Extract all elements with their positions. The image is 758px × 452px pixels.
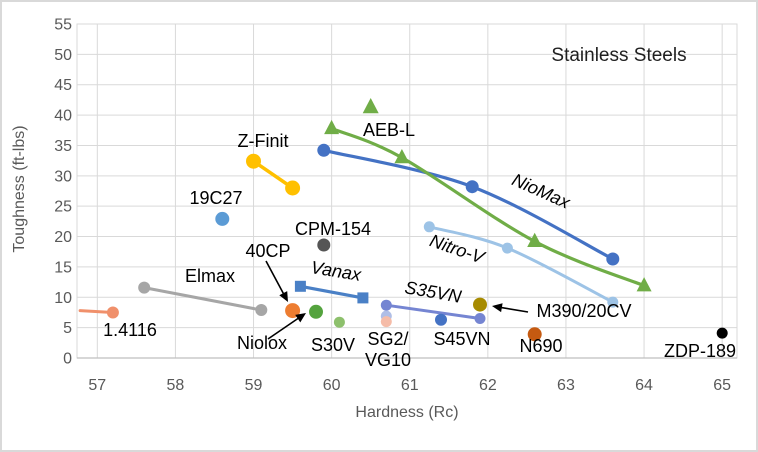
y-tick-label-10: 10	[54, 290, 72, 307]
y-tick-label-30: 30	[54, 168, 72, 185]
series-point-aeb-l-0	[324, 119, 340, 135]
y-tick-label-35: 35	[54, 138, 72, 155]
y-tick-label-5: 5	[63, 320, 72, 337]
x-tick-label-61: 61	[401, 377, 419, 394]
annotation-sg2-vg10-0: SG2/	[367, 329, 408, 349]
chart-title: Stainless Steels	[551, 45, 687, 66]
series-point-aeb-l-2	[527, 232, 543, 248]
series-point-niomax-0	[317, 143, 331, 157]
arrow-niolox-shaft	[267, 316, 300, 340]
y-tick-label-0: 0	[63, 351, 72, 368]
series-point-niomax-1	[465, 180, 479, 194]
annotation-elmax: Elmax	[185, 266, 235, 286]
annotation-aeb-l: AEB-L	[363, 120, 415, 140]
series-line-s35vn	[384, 303, 482, 320]
arrow-m390-shaft	[499, 306, 529, 313]
y-tick-label-45: 45	[54, 77, 72, 94]
annotation-vanax: Vanax	[310, 257, 364, 285]
y-axis-title: Toughness (ft-lbs)	[11, 125, 28, 253]
data-point-m390-20cv	[473, 297, 487, 312]
y-tick-label-15: 15	[54, 259, 72, 276]
x-tick-label-62: 62	[479, 377, 497, 394]
x-tick-label-57: 57	[88, 377, 106, 394]
series-point-s35vn-0	[380, 299, 392, 311]
series-point-s35vn-1	[474, 313, 486, 324]
series-line-z-finit	[251, 159, 295, 190]
data-point-s30v	[333, 316, 345, 328]
data-point-zdp-189	[716, 327, 728, 339]
series-point-elmax-1	[255, 304, 268, 316]
data-point-n690	[527, 327, 542, 342]
arrow-m390-head	[492, 303, 503, 313]
series-point-z-finit-0	[246, 153, 261, 169]
series-point-vanax-1	[357, 292, 369, 304]
series-point-vanax-0	[294, 280, 306, 292]
y-tick-label-20: 20	[54, 229, 72, 246]
data-point-niolox	[309, 304, 323, 319]
annotation-zdp-189: ZDP-189	[664, 341, 736, 361]
series-point-nitro-v-2	[607, 296, 619, 308]
series-line-vanax	[298, 284, 365, 300]
annotation-s30v: S30V	[311, 335, 355, 355]
series-point-z-finit-1	[285, 180, 301, 196]
arrow-niolox-head	[295, 313, 306, 323]
y-tick-label-25: 25	[54, 199, 72, 216]
x-tick-label-59: 59	[245, 377, 263, 394]
data-point-s45vn	[435, 313, 447, 326]
arrow-40cp-shaft	[265, 260, 285, 296]
x-tick-label-60: 60	[323, 377, 341, 394]
annotation-19c27: 19C27	[189, 188, 242, 208]
data-point-40cp	[285, 303, 301, 319]
annotation-sg2-vg10-1: VG10	[365, 350, 411, 370]
x-axis-title: Hardness (Rc)	[355, 404, 459, 421]
series-point-nitro-v-0	[423, 221, 435, 233]
series-line-aeb-l	[330, 126, 646, 288]
series-point-1-4116-1	[106, 306, 119, 319]
data-point-aeb-l-lone-point	[362, 98, 379, 114]
annotation-m390-20cv: M390/20CV	[536, 301, 631, 321]
series-point-niomax-2	[606, 252, 620, 266]
x-tick-label-65: 65	[713, 377, 731, 394]
data-point-cpm-154	[317, 238, 331, 252]
annotation-40cp: 40CP	[245, 241, 290, 261]
y-tick-label-50: 50	[54, 47, 72, 64]
arrow-40cp-head	[279, 291, 288, 302]
series-point-aeb-l-1	[394, 148, 410, 164]
series-point-nitro-v-1	[501, 242, 513, 254]
annotation-1-4116: 1.4116	[103, 320, 157, 340]
annotation-s35vn: S35VN	[403, 277, 464, 307]
annotation-cpm-154: CPM-154	[295, 219, 371, 239]
data-point-19c27	[215, 211, 230, 226]
x-tick-label-63: 63	[557, 377, 575, 394]
y-tick-label-55: 55	[54, 17, 72, 34]
x-tick-label-64: 64	[635, 377, 653, 394]
annotation-niolox: Niolox	[237, 333, 287, 353]
annotation-z-finit: Z-Finit	[238, 131, 289, 151]
series-line-elmax	[142, 286, 263, 312]
data-point-vg10-lower-dot	[380, 316, 392, 328]
annotation-n690: N690	[519, 336, 562, 356]
annotation-s45vn: S45VN	[433, 329, 490, 349]
y-tick-label-40: 40	[54, 108, 72, 125]
x-tick-label-58: 58	[167, 377, 185, 394]
series-point-aeb-l-3	[636, 277, 652, 292]
series-point-elmax-0	[138, 281, 151, 294]
